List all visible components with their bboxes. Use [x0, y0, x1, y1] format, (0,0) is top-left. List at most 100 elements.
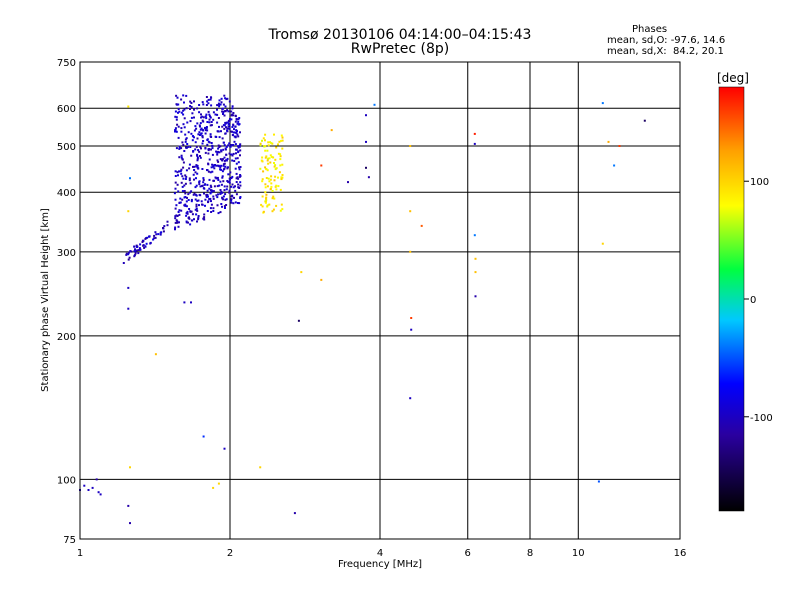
data-point — [226, 109, 229, 112]
data-point — [202, 187, 205, 190]
data-point — [203, 216, 206, 219]
data-point — [420, 224, 423, 227]
data-point — [266, 205, 269, 208]
data-point — [223, 94, 226, 97]
data-point — [174, 215, 177, 218]
data-point — [618, 145, 621, 147]
data-point — [222, 195, 225, 198]
data-point — [220, 149, 223, 152]
data-point — [195, 207, 198, 210]
data-point — [237, 183, 240, 186]
data-point — [210, 200, 212, 203]
data-point — [212, 111, 215, 114]
data-point — [204, 151, 207, 154]
data-point — [206, 121, 209, 123]
data-point — [136, 246, 138, 248]
data-point — [216, 151, 219, 154]
data-point — [218, 184, 221, 187]
data-point — [278, 140, 281, 143]
data-point — [275, 184, 278, 187]
data-point — [181, 198, 184, 201]
data-point — [196, 156, 199, 159]
y-tick-label: 200 — [57, 332, 76, 343]
data-point — [192, 165, 194, 168]
data-point — [185, 175, 188, 178]
data-point — [201, 115, 204, 118]
data-point — [193, 100, 195, 103]
data-point — [195, 203, 198, 206]
data-point — [179, 197, 182, 200]
data-point — [190, 132, 193, 135]
data-point — [192, 135, 194, 138]
data-point — [177, 111, 179, 114]
data-point — [204, 183, 207, 186]
data-point — [207, 201, 209, 204]
data-point — [218, 103, 221, 106]
data-point — [207, 170, 210, 173]
data-point — [261, 139, 263, 142]
data-point — [177, 190, 180, 193]
data-point — [199, 194, 202, 197]
y-tick-label: 100 — [57, 475, 76, 486]
data-point — [202, 177, 205, 180]
data-point — [207, 98, 210, 101]
data-point — [186, 196, 188, 199]
data-point — [212, 195, 215, 198]
data-point — [238, 145, 241, 148]
data-point — [234, 125, 237, 128]
data-point — [239, 154, 241, 157]
data-point — [197, 133, 200, 136]
data-point — [270, 182, 273, 185]
data-point — [142, 244, 145, 247]
data-point — [216, 185, 219, 188]
data-point — [222, 141, 225, 144]
data-point — [183, 184, 186, 187]
data-point — [222, 111, 225, 114]
data-point — [267, 162, 270, 165]
data-point — [174, 175, 177, 177]
data-point — [185, 220, 188, 223]
data-point — [239, 174, 242, 176]
data-point — [198, 150, 201, 153]
data-point — [202, 103, 205, 106]
data-point — [280, 139, 283, 142]
data-point — [199, 134, 201, 136]
data-point — [205, 127, 208, 130]
data-point — [200, 113, 202, 116]
data-point — [183, 108, 186, 111]
data-point — [200, 116, 202, 119]
data-point — [234, 143, 237, 146]
data-point — [195, 145, 198, 148]
data-point — [174, 170, 177, 173]
data-point — [265, 155, 268, 158]
data-point — [176, 183, 179, 186]
data-point — [135, 249, 138, 252]
data-point — [99, 493, 102, 496]
data-point — [201, 136, 204, 139]
data-point — [182, 166, 185, 169]
data-point — [211, 170, 214, 173]
data-point — [180, 209, 183, 212]
data-point — [234, 189, 237, 192]
data-point — [211, 163, 214, 166]
data-point — [239, 196, 242, 198]
data-point — [194, 186, 197, 189]
data-point — [191, 112, 194, 115]
data-point — [186, 121, 189, 124]
data-point — [207, 110, 210, 113]
data-point — [214, 176, 217, 179]
data-point — [235, 193, 238, 196]
data-point — [266, 185, 269, 188]
x-tick-label: 16 — [674, 548, 687, 559]
data-point — [235, 181, 238, 183]
data-point — [409, 397, 412, 400]
data-point — [180, 154, 183, 157]
data-point — [228, 181, 231, 184]
data-point — [202, 179, 205, 181]
data-point — [261, 180, 264, 183]
data-point — [228, 100, 231, 103]
x-tick-label: 1 — [77, 548, 83, 559]
data-point — [218, 125, 220, 128]
data-point — [192, 193, 195, 196]
colorbar-tick-label: 0 — [750, 295, 756, 306]
